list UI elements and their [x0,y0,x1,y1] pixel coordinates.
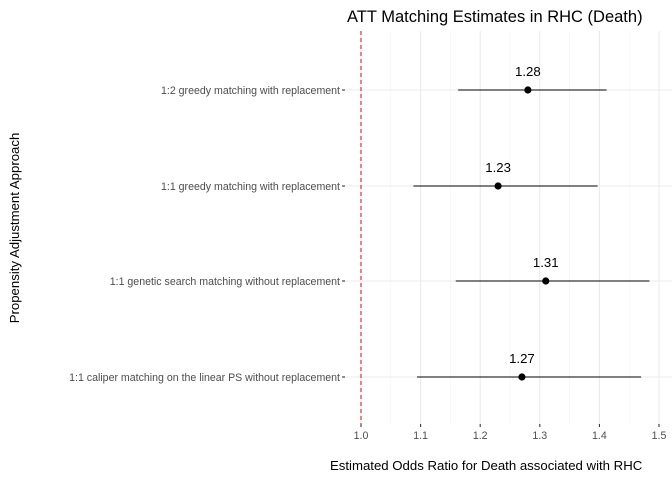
x-tick-label: 1.3 [532,430,547,442]
y-tick-label: 1:2 greedy matching with replacement [161,85,340,97]
x-tick-label: 1.2 [473,430,488,442]
y-axis-title: Propensity Adjustment Approach [7,133,22,324]
y-axis: 1:2 greedy matching with replacement 1:1 … [69,85,345,384]
y-tick-label: 1:1 caliper matching on the linear PS wi… [69,372,340,384]
estimate-label: 1.23 [485,160,511,175]
y-tick-label: 1:1 greedy matching with replacement [161,181,340,193]
estimate-labels: 1.28 1.23 1.31 1.27 [485,64,558,366]
chart-title: ATT Matching Estimates in RHC (Death) [347,8,643,26]
point-estimate [542,277,550,285]
x-tick-label: 1.5 [652,430,667,442]
point-estimate [494,182,502,190]
y-tick-label: 1:1 genetic search matching without repl… [110,276,340,288]
x-axis: 1.0 1.1 1.2 1.3 1.4 1.5 [354,424,667,442]
x-tick-label: 1.4 [592,430,607,442]
confidence-intervals [413,89,650,378]
x-tick-label: 1.1 [413,430,428,442]
point-estimate [524,86,532,94]
estimate-label: 1.27 [509,351,535,366]
point-estimates [494,86,550,381]
x-tick-label: 1.0 [354,430,369,442]
point-estimate [518,373,526,381]
x-axis-title: Estimated Odds Ratio for Death associate… [330,458,643,473]
panel-background [345,31,672,424]
estimate-label: 1.31 [533,255,559,270]
estimate-label: 1.28 [515,64,541,79]
